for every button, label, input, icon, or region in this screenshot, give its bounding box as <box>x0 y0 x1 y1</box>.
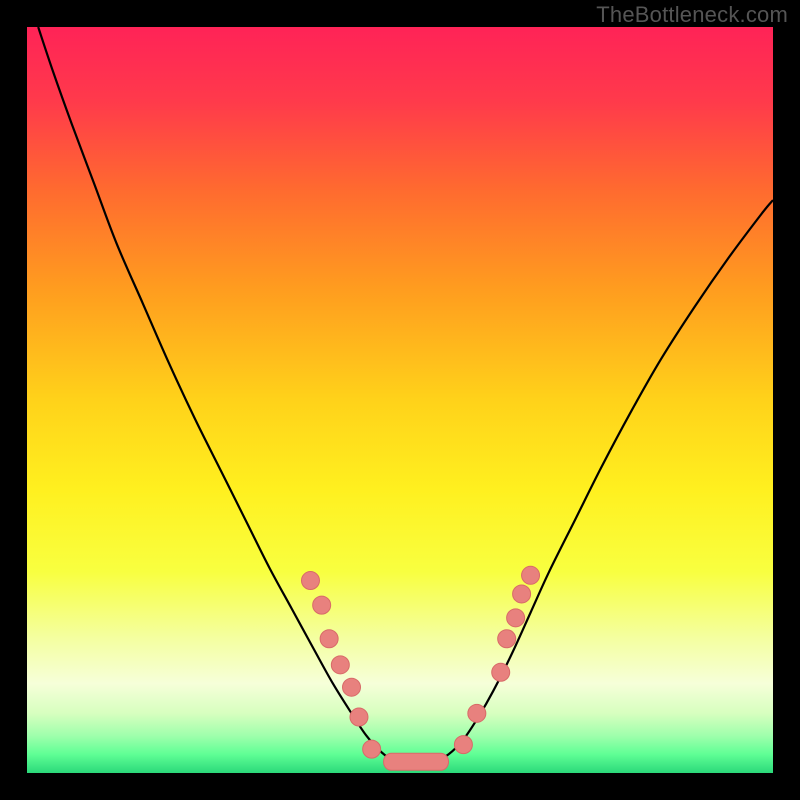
data-marker-left <box>363 740 381 758</box>
data-marker-left <box>350 708 368 726</box>
plot-background <box>27 27 773 773</box>
data-marker-right <box>513 585 531 603</box>
data-marker-left <box>313 596 331 614</box>
data-marker-right <box>492 663 510 681</box>
bottom-marker-bar <box>384 753 449 770</box>
data-marker-right <box>454 736 472 754</box>
data-marker-right <box>507 609 525 627</box>
data-marker-right <box>498 630 516 648</box>
data-marker-right <box>522 566 540 584</box>
data-marker-left <box>320 630 338 648</box>
data-marker-left <box>331 656 349 674</box>
data-marker-left <box>343 678 361 696</box>
watermark-text: TheBottleneck.com <box>596 2 788 28</box>
data-marker-left <box>301 572 319 590</box>
data-marker-right <box>468 704 486 722</box>
bottleneck-chart <box>0 0 800 800</box>
